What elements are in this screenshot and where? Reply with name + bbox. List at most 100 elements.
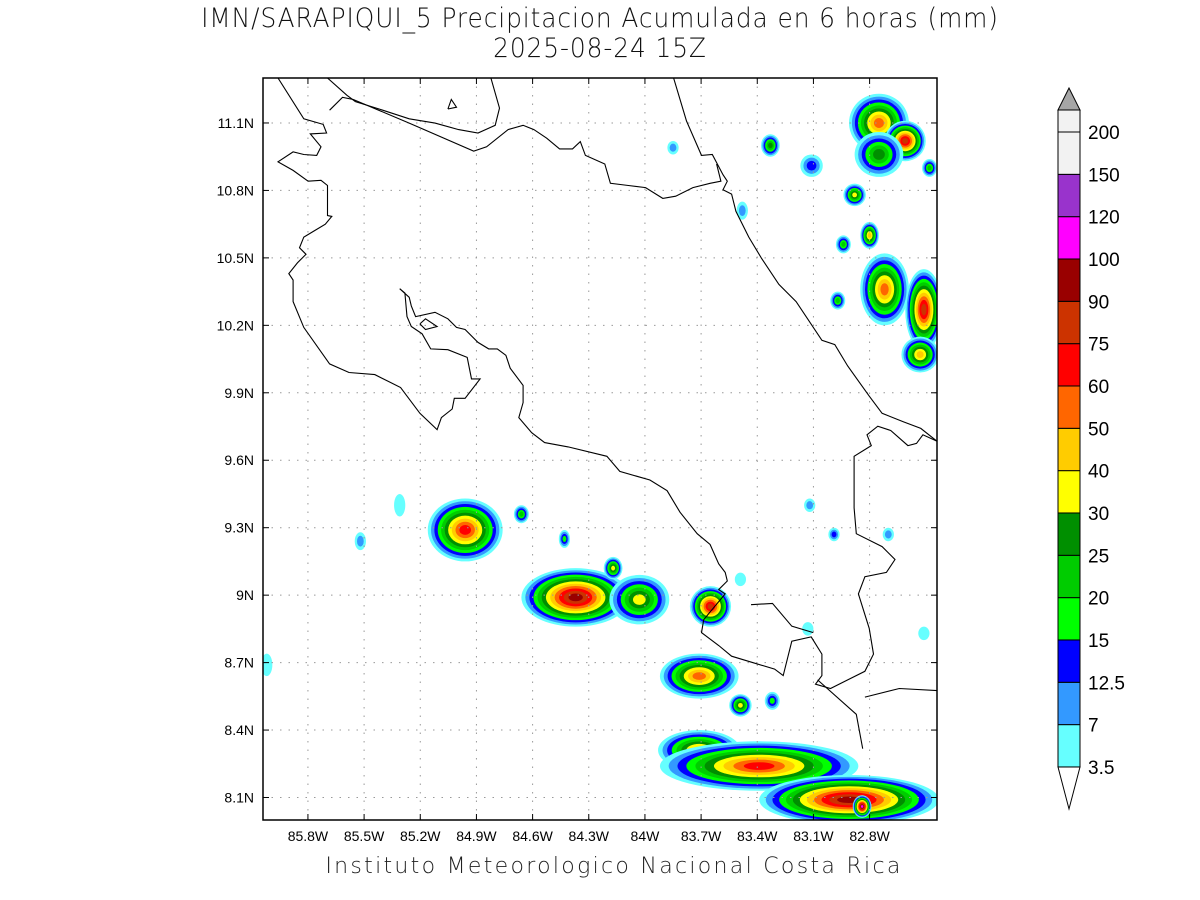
precip-contour-20 (835, 298, 840, 304)
precip-contour-7 (806, 501, 814, 510)
precip-contour-60 (459, 525, 472, 535)
lon-tick-label: 83.7W (681, 828, 722, 844)
colorbar-box-40 (1057, 427, 1081, 472)
precip-contour-40 (867, 232, 872, 238)
coastline (817, 679, 864, 749)
precip-cell (558, 529, 571, 548)
precip-cell (802, 622, 814, 636)
lon-tick-label: 83.4W (737, 828, 778, 844)
precip-contour-50 (880, 283, 889, 296)
precip-contour-15 (769, 697, 775, 704)
precip-cell (609, 574, 670, 625)
precip-cell (759, 775, 937, 820)
precip-cell (800, 154, 823, 177)
precip-cell (603, 556, 623, 580)
map-valid-time: 2025-08-24 15Z (493, 33, 707, 64)
colorbar-box-50 (1057, 385, 1081, 429)
colorbar-box-150 (1057, 131, 1081, 175)
precip-cell (736, 201, 748, 220)
graticule (263, 78, 937, 820)
precip-contour-7 (884, 530, 892, 539)
precip-cell (860, 221, 879, 249)
lon-tick-label: 83.1W (793, 828, 834, 844)
precip-contour-12.5 (831, 531, 837, 538)
lon-tick-label: 84W (631, 828, 661, 844)
map-title: IMN/SARAPIQUI_5 Precipitacion Acumulada … (201, 3, 999, 34)
colorbar-box-20 (1057, 554, 1081, 599)
colorbar-box-7 (1057, 681, 1081, 726)
colorbar-label: 120 (1088, 208, 1120, 229)
precip-contour-75 (902, 138, 909, 144)
coastlines (276, 78, 937, 749)
colorbar-label: 25 (1088, 546, 1109, 567)
precip-contour-60 (743, 762, 775, 770)
precip-cell (843, 183, 866, 207)
precip-cell (835, 235, 851, 254)
colorbar-label: 75 (1088, 335, 1109, 356)
precip-cell (734, 572, 747, 587)
precip-contour-15 (562, 535, 567, 543)
precip-contour-20 (519, 511, 524, 517)
precip-contour-3.5 (263, 653, 273, 677)
precip-cell (918, 626, 930, 641)
precip-cell (905, 269, 937, 351)
colorbar-label: 30 (1088, 504, 1109, 525)
precip-contour-30 (611, 565, 616, 571)
colorbar-label: 100 (1088, 250, 1120, 271)
coastline (329, 96, 722, 199)
precip-contour-3.5 (734, 572, 747, 587)
precip-contour-25 (768, 142, 773, 149)
precip-cell (659, 653, 739, 699)
colorbar-label: 60 (1088, 377, 1109, 398)
colorbar-box-30 (1057, 470, 1081, 514)
colorbar-label: 90 (1088, 292, 1109, 313)
precipitation-field (263, 93, 937, 820)
precip-cell (394, 493, 406, 517)
precip-cell (729, 694, 752, 717)
lat-tick-label: 10.5N (217, 250, 254, 266)
precip-contour-3.5 (394, 493, 406, 517)
precip-contour-40 (916, 351, 924, 358)
coastline (864, 687, 937, 698)
lat-tick-label: 8.4N (224, 722, 254, 738)
lat-tick-label: 10.8N (217, 182, 254, 198)
lat-tick-label: 9.3N (224, 520, 254, 536)
lon-tick-label: 85.8W (288, 828, 329, 844)
precip-contour-100 (860, 805, 864, 808)
precip-cell (761, 134, 780, 157)
colorbar-label: 40 (1088, 462, 1109, 483)
colorbar-label: 50 (1088, 419, 1109, 440)
precip-cell (804, 498, 816, 512)
colorbar-under-arrow (1057, 766, 1081, 811)
colorbar-box-120 (1057, 173, 1081, 218)
precip-contour-3.5 (918, 626, 930, 641)
coastline (276, 78, 937, 690)
lat-tick-label: 9.9N (224, 385, 254, 401)
precip-contour-25 (873, 149, 885, 160)
precip-cell (860, 253, 909, 326)
colorbar-box-12.5 (1057, 639, 1081, 683)
precip-contour-30 (852, 192, 857, 198)
lon-tick-label: 84.9W (456, 828, 497, 844)
lon-tick-label: 85.5W (344, 828, 385, 844)
colorbar-label: 20 (1088, 589, 1109, 610)
precip-cell (667, 140, 679, 155)
precip-cell (882, 527, 894, 542)
map-frame (262, 77, 938, 821)
precip-contour-75 (707, 603, 714, 610)
colorbar-label: 15 (1088, 631, 1109, 652)
colorbar-label: 3.5 (1088, 758, 1114, 779)
colorbar-box-3.5 (1057, 724, 1081, 768)
colorbar-label: 7 (1088, 716, 1099, 737)
precip-cell (513, 505, 529, 524)
precip-contour-12.5 (806, 160, 817, 171)
precip-contour-20 (841, 241, 846, 247)
colorbar-box-100 (1057, 216, 1081, 260)
precip-cell (830, 291, 846, 310)
lon-tick-label: 85.2W (400, 828, 441, 844)
precip-contour-50 (873, 117, 885, 128)
lat-tick-label: 8.7N (224, 655, 254, 671)
coastline (447, 98, 458, 110)
precip-contour-3.5 (802, 622, 814, 636)
coastline (750, 602, 814, 634)
